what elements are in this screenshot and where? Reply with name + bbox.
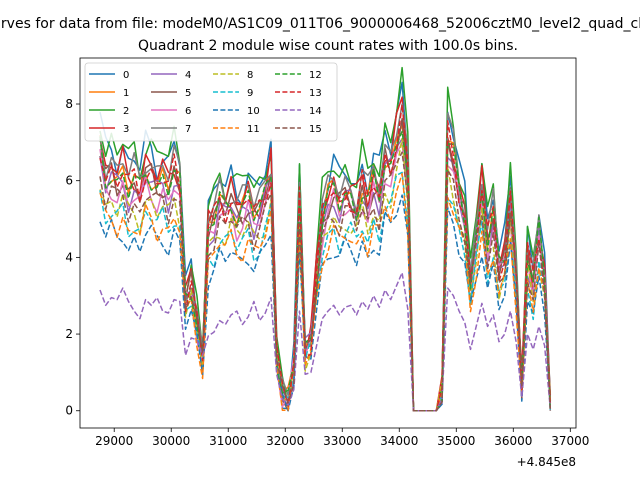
legend-label-13: 13 bbox=[309, 88, 322, 99]
legend-label-10: 10 bbox=[247, 106, 260, 117]
legend-frame bbox=[84, 62, 338, 142]
series-line-14 bbox=[99, 271, 552, 412]
x-axis: 29000 30000 31000 32000 33000 34000 35000 36000… bbox=[95, 428, 589, 448]
legend-label-14: 14 bbox=[309, 106, 322, 117]
series-line-10 bbox=[99, 194, 552, 412]
series-line-11 bbox=[99, 172, 552, 412]
y-tick-label: 6 bbox=[65, 174, 73, 188]
x-tick-label: 35000 bbox=[437, 434, 475, 448]
legend-label-5: 5 bbox=[185, 88, 191, 99]
x-tick-label: 34000 bbox=[380, 434, 418, 448]
legend-label-9: 9 bbox=[247, 88, 253, 99]
legend-label-11: 11 bbox=[247, 124, 260, 135]
legend-label-3: 3 bbox=[123, 124, 129, 135]
legend-label-0: 0 bbox=[123, 70, 129, 81]
legend-label-7: 7 bbox=[185, 124, 191, 135]
x-tick-label: 33000 bbox=[323, 434, 361, 448]
y-tick-label: 2 bbox=[65, 327, 73, 341]
x-offset-label: +4.845e8 bbox=[517, 455, 576, 469]
chart-title: Quadrant 2 module wise count rates with … bbox=[138, 38, 518, 54]
series-line-7 bbox=[99, 103, 552, 412]
y-tick-label: 4 bbox=[65, 250, 73, 264]
x-tick-label: 29000 bbox=[95, 434, 133, 448]
series-line-5 bbox=[99, 118, 552, 412]
plot-frame bbox=[79, 57, 577, 429]
legend-label-15: 15 bbox=[309, 124, 322, 135]
x-tick-label: 30000 bbox=[152, 434, 190, 448]
series-line-3 bbox=[99, 96, 552, 412]
x-tick-label: 36000 bbox=[494, 434, 532, 448]
series-line-8 bbox=[99, 137, 552, 412]
legend-label-8: 8 bbox=[247, 70, 253, 81]
legend-label-1: 1 bbox=[123, 88, 129, 99]
series-line-6 bbox=[99, 141, 552, 412]
x-tick-label: 32000 bbox=[266, 434, 304, 448]
figure-suptitle: Light curves for data from file: modeM0/… bbox=[0, 16, 640, 32]
y-tick-label: 8 bbox=[65, 97, 73, 111]
x-tick-label: 31000 bbox=[209, 434, 247, 448]
legend-label-4: 4 bbox=[185, 70, 191, 81]
legend-label-2: 2 bbox=[123, 106, 129, 117]
y-tick-label: 0 bbox=[65, 404, 73, 418]
series-line-9 bbox=[99, 171, 552, 412]
y-axis: 0 2 4 6 8 bbox=[65, 97, 80, 418]
legend-label-12: 12 bbox=[309, 70, 322, 81]
series-layer bbox=[99, 66, 552, 412]
legend-label-6: 6 bbox=[185, 106, 191, 117]
series-line-15 bbox=[99, 151, 552, 412]
x-tick-label: 37000 bbox=[551, 434, 589, 448]
series-line-12 bbox=[99, 130, 552, 412]
